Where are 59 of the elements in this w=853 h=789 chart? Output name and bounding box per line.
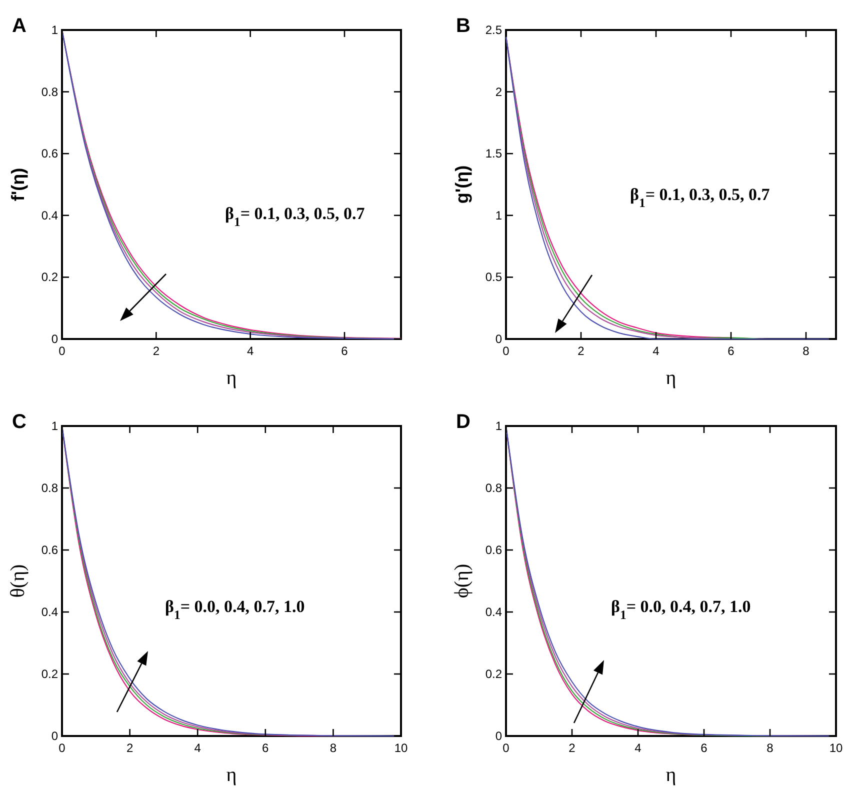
x-tick-label: 6 [728,344,735,358]
y-axis-title: f'(η) [8,168,28,202]
y-tick-label: 0.8 [485,481,502,495]
x-tick-label: 8 [766,741,774,755]
x-tick-label: 10 [829,741,843,755]
y-tick-label: 0.8 [41,481,58,495]
x-tick-label: 4 [652,344,660,358]
y-tick-label: 0.2 [41,270,58,284]
chart-title: B [456,15,470,37]
x-tick-label: 2 [578,344,585,358]
y-tick-label: 0.2 [41,667,58,681]
y-tick-label: 0 [495,729,502,743]
x-tick-label: 2 [126,741,134,755]
y-tick-label: 1 [495,419,502,433]
chart-title: A [12,15,26,37]
y-tick-label: 1 [495,208,502,222]
chart-title: C [12,411,26,433]
x-tick-label: 4 [634,741,642,755]
annotation: β$_{1}$= 0.1, 0.3, 0.5, 0.7 [630,185,770,210]
x-tick-label: 8 [330,741,337,755]
y-tick-label: 1 [51,419,58,433]
y-tick-label: 0 [51,332,58,346]
y-tick-label: 2 [495,84,502,99]
line-series [505,425,837,737]
x-tick-label: 4 [246,344,254,358]
y-tick-label: 2.5 [485,23,502,37]
x-tick-label: 2 [568,741,576,755]
x-tick-label: 10 [394,741,408,755]
y-tick-label: 0.4 [41,208,58,222]
line-series [61,425,402,737]
y-tick-label: 0.4 [485,605,502,619]
x-axis-title: η [226,367,237,389]
x-tick-label: 8 [802,344,810,358]
y-axis-title: θ(η) [7,564,29,598]
y-tick-label: 1.5 [485,146,502,161]
x-tick-label: 2 [152,344,160,358]
x-tick-label: 6 [262,741,270,755]
x-tick-label: 4 [194,741,202,755]
y-tick-label: 0.2 [485,667,502,681]
y-axis-title: g'(η) [452,165,472,204]
y-tick-label: 0.6 [41,146,58,161]
x-axis-title: η [666,764,676,786]
y-tick-label: 0.6 [41,543,58,557]
y-tick-label: 0 [495,332,502,346]
y-tick-label: 0.4 [41,605,58,619]
y-tick-label: 0.6 [485,543,502,557]
x-axis-title: η [226,764,237,786]
chart-title: D [456,411,470,433]
y-axis-title: ϕ(η) [451,564,473,598]
annotation: β$_{1}$= 0.0, 0.4, 0.7, 1.0 [165,597,305,622]
annotation: β$_{1}$= 0.1, 0.3, 0.5, 0.7 [225,204,366,229]
annotation: β$_{1}$= 0.0, 0.4, 0.7, 1.0 [611,597,751,622]
y-tick-label: 0.5 [485,270,502,284]
x-axis-title: η [666,367,676,389]
y-tick-label: 0.8 [41,84,58,99]
x-tick-label: 6 [700,741,708,755]
y-tick-label: 1 [51,23,58,37]
x-tick-label: 6 [341,344,348,358]
y-tick-label: 0 [51,729,58,743]
